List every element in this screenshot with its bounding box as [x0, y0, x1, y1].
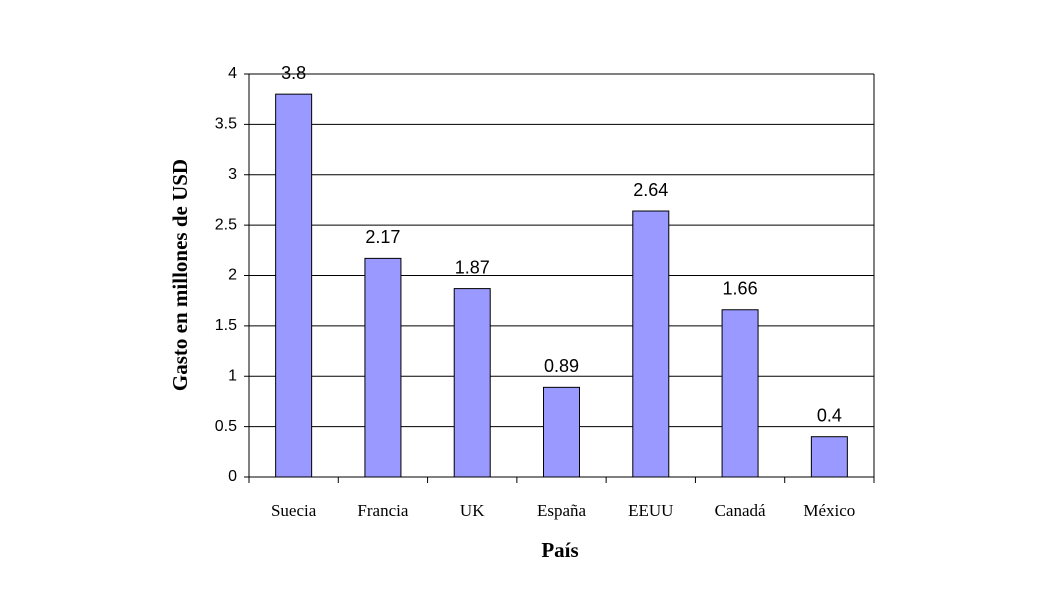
data-label: 2.64 [633, 180, 668, 200]
y-tick-label: 3.5 [215, 116, 237, 133]
y-tick-label: 2 [228, 267, 237, 284]
y-tick-label: 2.5 [215, 216, 237, 233]
bar [364, 257, 402, 478]
x-tick-label: UK [460, 501, 485, 520]
data-label: 0.89 [544, 356, 579, 376]
data-label: 1.87 [455, 257, 490, 277]
data-label: 2.17 [365, 227, 400, 247]
y-tick-label: 1.5 [215, 317, 237, 334]
bar [810, 436, 848, 478]
x-axis-title: País [541, 538, 578, 562]
x-tick-label: EEUU [628, 501, 673, 520]
data-label: 0.4 [817, 405, 842, 425]
data-label: 3.8 [281, 63, 306, 83]
bar [543, 386, 580, 478]
y-tick-label: 0 [228, 468, 237, 485]
x-tick-label: Suecia [271, 501, 317, 520]
bar [721, 309, 759, 478]
x-tick-label: España [537, 501, 587, 520]
x-tick-label: Canadá [715, 501, 766, 520]
bar [453, 288, 491, 478]
y-tick-label: 3 [228, 166, 237, 183]
y-axis-title: Gasto en millones de USD [168, 159, 192, 391]
x-tick-label: Francia [357, 501, 408, 520]
x-tick-label: México [803, 501, 855, 520]
y-tick-label: 1 [228, 367, 237, 384]
bar [275, 93, 313, 478]
bar [632, 210, 670, 478]
y-tick-label: 0.5 [215, 418, 237, 435]
data-label: 1.66 [723, 279, 758, 299]
y-tick-label: 4 [228, 65, 237, 82]
